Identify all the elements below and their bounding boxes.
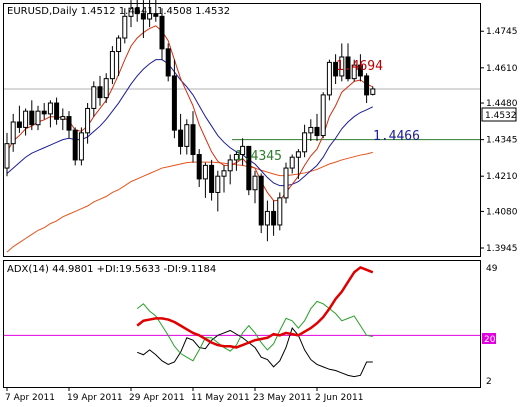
candle <box>41 103 47 120</box>
candle <box>258 173 264 234</box>
candle <box>320 92 326 139</box>
price-tick-label: 1.4345 <box>486 136 518 146</box>
candles <box>4 0 376 242</box>
current-price-label: 1.4532 <box>485 111 517 121</box>
candle <box>314 113 320 141</box>
support-annotation: 1.4345 <box>235 149 282 164</box>
candle <box>351 59 357 82</box>
candle <box>16 105 22 133</box>
candle <box>165 43 171 82</box>
adx-pane[interactable] <box>3 260 481 388</box>
candle <box>10 113 16 152</box>
price-tick-label: 1.4610 <box>486 64 518 74</box>
current-price-box <box>481 107 517 122</box>
main-header: EURUSD,Daily 1.4512 1.4541 1.4508 1.4532 <box>7 6 230 17</box>
candle <box>333 54 339 85</box>
candle <box>308 119 314 141</box>
time-tick-label: 19 Apr 2011 <box>67 393 123 403</box>
candle <box>85 103 91 144</box>
time-axis: 7 Apr 2011 19 Apr 2011 29 Apr 2011 11 May 2… <box>5 387 363 403</box>
price-tick-label: 1.3945 <box>486 244 518 254</box>
candle <box>364 73 370 104</box>
price-axis: 1.4875 1.4745 1.4610 1.4480 1.4345 1.4210 1.40… <box>480 0 518 254</box>
candle <box>78 127 84 166</box>
candle <box>184 119 190 155</box>
plus-di-line <box>136 300 373 362</box>
time-tick-label: 29 Apr 2011 <box>129 393 185 403</box>
ma-mid-line <box>6 59 374 187</box>
candle <box>29 100 35 131</box>
candle <box>97 75 103 106</box>
candle <box>227 154 233 185</box>
time-tick-label: 7 Apr 2011 <box>5 393 55 403</box>
candle <box>277 192 283 231</box>
price-tick-label: 1.4875 <box>486 0 518 2</box>
candle <box>339 43 345 82</box>
candle <box>264 200 270 242</box>
candle <box>103 73 109 104</box>
candle <box>35 105 41 131</box>
adx-header: ADX(14) 44.9801 +DI:19.5633 -DI:9.1184 <box>7 264 216 275</box>
minus-di-line <box>137 327 373 378</box>
candle <box>72 127 78 166</box>
candle <box>23 108 29 136</box>
candle <box>246 145 252 196</box>
time-tick-label: 23 May 2011 <box>253 393 312 403</box>
ma-annotation: 1.4466 <box>373 129 420 144</box>
candle <box>134 0 140 22</box>
candle <box>91 81 97 117</box>
candle <box>271 200 277 236</box>
candle <box>233 151 239 171</box>
candle <box>283 162 289 204</box>
candle <box>116 35 122 76</box>
candle <box>302 124 308 158</box>
candle <box>202 162 208 198</box>
candle <box>128 0 134 28</box>
candle <box>209 159 215 201</box>
adx-level-label: 20 <box>484 335 496 345</box>
ma-slow-line <box>6 151 373 253</box>
candle <box>240 138 246 166</box>
candle <box>109 46 115 85</box>
price-tick-label: 1.4210 <box>486 172 518 182</box>
candle <box>178 113 184 155</box>
candle <box>140 0 146 38</box>
candle <box>122 8 128 44</box>
adx-tick-top: 49 <box>486 264 498 274</box>
candle <box>153 0 159 22</box>
candle <box>171 59 177 139</box>
adx-level-box <box>482 333 496 344</box>
time-tick-label: 2 Jun 2011 <box>315 393 363 403</box>
candle <box>289 154 295 174</box>
adx-line <box>136 266 374 349</box>
candle <box>326 59 332 101</box>
price-tick-label: 1.4745 <box>486 27 518 37</box>
time-tick-label: 11 May 2011 <box>191 393 250 403</box>
price-tick-label: 1.4080 <box>486 207 518 217</box>
high-annotation: 1.4694 <box>336 59 383 74</box>
candle <box>60 108 66 131</box>
candle <box>215 170 221 212</box>
candle <box>196 149 202 188</box>
candle <box>4 132 10 177</box>
candle <box>159 8 165 60</box>
candle <box>345 43 351 82</box>
candle <box>54 97 60 125</box>
candle <box>252 170 258 204</box>
candle <box>66 111 72 139</box>
candle <box>147 0 153 28</box>
candle <box>47 100 53 128</box>
candle <box>221 165 227 193</box>
adx-tick-bottom: 2 <box>486 377 492 387</box>
candle <box>190 111 196 163</box>
price-tick-label: 1.4480 <box>486 99 518 109</box>
candle <box>370 86 376 96</box>
candle <box>295 149 301 179</box>
candle <box>357 54 363 82</box>
